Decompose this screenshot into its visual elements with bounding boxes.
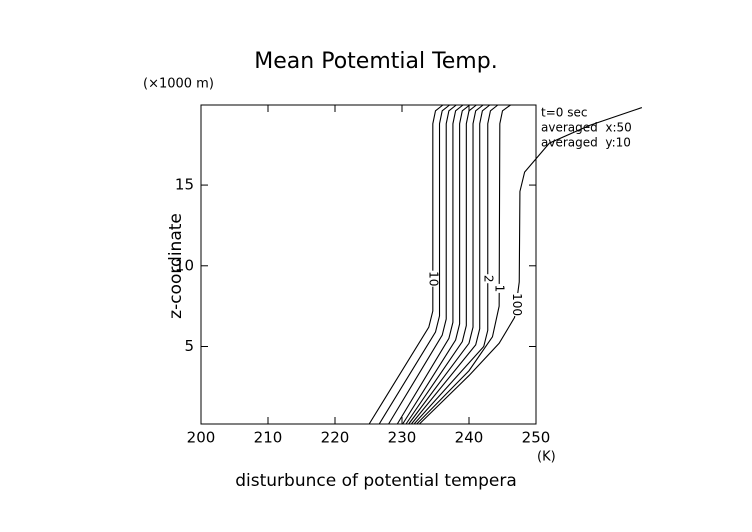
contour-label-bg [510,293,523,317]
contour-line [413,104,499,425]
contour-line [419,107,643,425]
y-unit-label: (×1000 m) [143,77,214,92]
contour-line [402,104,471,425]
contour-label: 100 [510,293,524,316]
annotation: t=0 sec [541,106,587,120]
annotation: averaged y:10 [541,136,631,150]
contour-line [410,104,491,425]
contour-line [405,104,477,425]
x-unit-label: (K) [537,450,556,465]
plot-frame [200,104,537,425]
contour-label: 2 [481,275,495,283]
y-axis-label: z-coordinate [166,213,186,319]
x-tick-label: 250 [522,429,551,447]
y-tick-label: 5 [184,337,194,355]
contour-line [388,104,457,425]
x-tick-label: 200 [187,429,216,447]
contour-line [368,104,444,425]
x-axis-label: disturbunce of potential tempera [235,471,517,491]
contour-line [378,104,450,425]
y-tick-label: 10 [175,256,194,274]
y-tick-label: 15 [175,176,194,194]
contour-line [416,104,511,425]
contour-label-bg [426,270,439,287]
annotation: averaged x:50 [541,121,632,135]
contour-label-bg [493,283,506,293]
contour-label: 10 [426,271,440,286]
contour-line [408,104,484,425]
contour-line [396,104,464,425]
x-tick-label: 240 [455,429,484,447]
x-tick-label: 230 [388,429,417,447]
chart-title: Mean Potemtial Temp. [254,49,497,74]
x-tick-label: 220 [321,429,350,447]
x-tick-label: 210 [254,429,283,447]
annotations: t=0 sec averaged x:50 averaged y:10 [541,106,632,150]
contour-label-bg [481,274,494,284]
contour-label: 1 [493,285,507,293]
